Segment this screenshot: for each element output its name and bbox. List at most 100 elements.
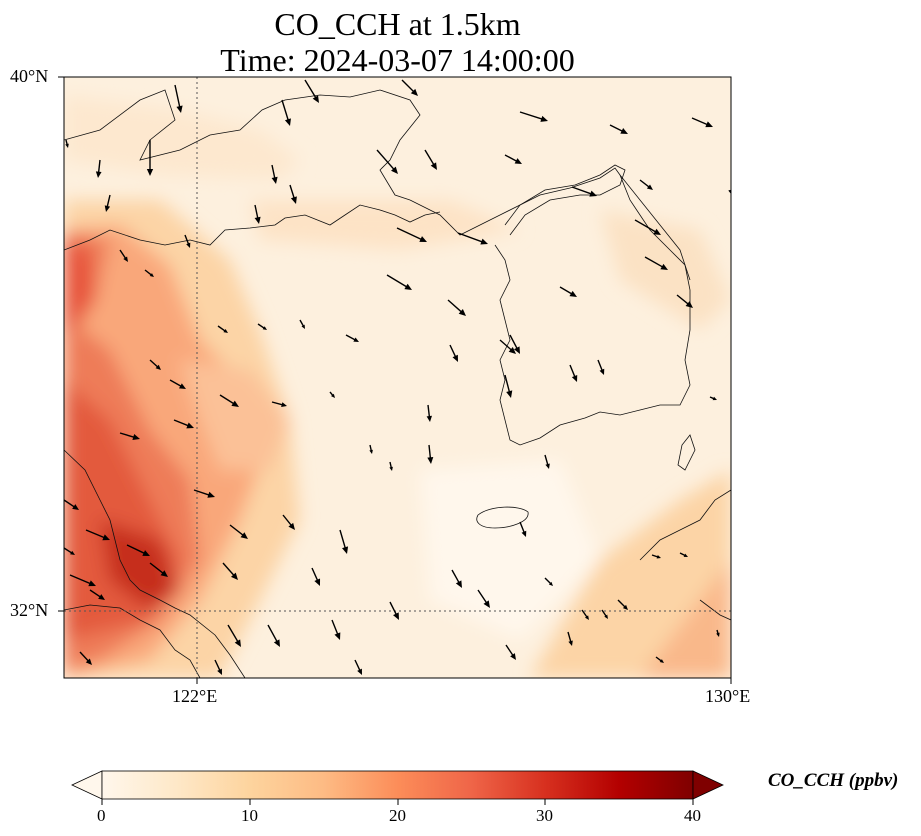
wind-vector-head xyxy=(514,158,522,164)
wind-vector-shaft xyxy=(222,562,236,578)
colorbar-extend-max xyxy=(692,770,724,800)
wind-vector-head xyxy=(404,283,412,290)
wind-vector-head xyxy=(685,301,693,308)
wind-vector-head xyxy=(716,632,720,637)
wind-vector-shaft xyxy=(634,219,658,234)
wind-vector-shaft xyxy=(267,624,279,644)
colorbar-title: CO_CCH (ppbv) xyxy=(768,770,899,791)
wind-vector-head xyxy=(98,594,105,600)
wind-vector-head xyxy=(65,143,69,148)
wind-vector-head xyxy=(430,162,437,170)
wind-vector-shaft xyxy=(457,232,485,244)
wind-vector-head xyxy=(223,328,228,333)
wind-vector-head xyxy=(331,393,335,398)
wind-vector-shaft xyxy=(193,489,212,497)
wind-vector-shaft xyxy=(331,619,340,637)
wind-vector-shaft xyxy=(401,79,416,94)
wind-vector-shaft xyxy=(499,339,514,352)
coastline-jiangsu xyxy=(64,449,246,678)
wind-vector-head xyxy=(231,572,238,580)
wind-vector-head xyxy=(88,580,96,587)
wind-vector-head xyxy=(510,653,516,660)
colorbar-tick-label-10: 10 xyxy=(241,806,258,825)
wind-vector-head xyxy=(480,238,488,245)
wind-vector-head xyxy=(646,184,653,190)
wind-vector-head xyxy=(234,639,241,647)
colorbar-tick-label-30: 30 xyxy=(536,806,553,825)
concentration-field xyxy=(64,77,731,678)
wind-vector-head xyxy=(452,354,458,362)
wind-vector-shaft xyxy=(519,111,545,121)
wind-vector-head xyxy=(271,176,278,184)
wind-vector-head xyxy=(178,383,186,389)
coastline-bohai-north xyxy=(64,89,421,201)
map-frame xyxy=(63,76,732,679)
wind-vector-shaft xyxy=(69,574,93,586)
coastline-japan xyxy=(639,434,731,621)
colorbar-tick-label-0: 0 xyxy=(97,806,106,825)
wind-vector-head xyxy=(262,326,267,330)
wind-vector-head xyxy=(288,522,295,530)
wind-vector-shaft xyxy=(477,589,489,605)
wind-vector-head xyxy=(458,308,466,316)
coastline-liaodong xyxy=(409,167,691,446)
wind-vector-shaft xyxy=(126,544,147,555)
wind-vector-shaft xyxy=(509,334,519,351)
wind-vector-head xyxy=(312,95,319,103)
wind-vector-head xyxy=(705,121,713,128)
wind-vector-head xyxy=(455,580,462,588)
wind-vector-head xyxy=(540,115,548,122)
wind-vector-head xyxy=(186,422,194,429)
wind-vector-head xyxy=(391,166,398,174)
coastline-shandong xyxy=(64,204,441,251)
wind-vector-head xyxy=(571,374,578,382)
wind-vector-shaft xyxy=(229,524,246,537)
wind-vector-head xyxy=(604,614,608,619)
wind-vector-head xyxy=(149,273,154,277)
wind-vector-shaft xyxy=(504,374,511,395)
wind-vector-head xyxy=(207,491,215,498)
wind-vector-head xyxy=(301,324,305,329)
wind-vector-head xyxy=(389,466,393,471)
wind-vector-head xyxy=(102,534,110,541)
map-ticks xyxy=(58,76,732,684)
wind-vector-head xyxy=(70,550,75,555)
wind-vector-shaft xyxy=(644,256,665,269)
wind-vector-head xyxy=(85,658,92,665)
wind-vector-head xyxy=(622,604,628,610)
wind-vector-head xyxy=(427,457,434,464)
coastline-korea-east xyxy=(619,174,691,281)
wind-vector-head xyxy=(72,504,79,510)
wind-vector-head xyxy=(656,555,661,559)
wind-vector-head xyxy=(160,570,168,577)
wind-vector-shaft xyxy=(85,529,107,540)
colorbar xyxy=(71,770,724,805)
wind-vector-head xyxy=(123,256,128,262)
colorbar-extend-min xyxy=(71,770,103,800)
wind-vector-head xyxy=(95,171,102,178)
wind-vector-head xyxy=(653,228,661,235)
wind-vector-head xyxy=(369,449,373,454)
wind-vector-shaft xyxy=(571,186,594,196)
wind-vector-shaft xyxy=(339,529,347,551)
wind-vector-head xyxy=(660,263,668,270)
wind-vector-head xyxy=(483,600,490,608)
coastline-yangtze xyxy=(64,604,201,678)
wind-vector-head xyxy=(146,169,154,176)
wind-vector-shaft xyxy=(386,274,409,289)
wind-vector-shaft xyxy=(281,99,290,123)
wind-vector-head xyxy=(142,550,150,556)
wind-vector-head xyxy=(683,553,688,557)
wind-vector-head xyxy=(620,128,628,134)
wind-vector-head xyxy=(548,581,553,586)
colorbar-tick-label-20: 20 xyxy=(389,806,406,825)
wind-vector-head xyxy=(132,433,140,441)
wind-vector-head xyxy=(104,205,111,212)
wind-vector-head xyxy=(342,546,349,554)
wind-vector-head xyxy=(508,347,516,354)
wind-vector-shaft xyxy=(376,149,396,172)
wind-vector-head xyxy=(569,290,577,297)
lon-label-122E: 122°E xyxy=(172,686,218,706)
wind-vector-head xyxy=(410,88,418,96)
wind-vector-shaft xyxy=(219,394,236,406)
